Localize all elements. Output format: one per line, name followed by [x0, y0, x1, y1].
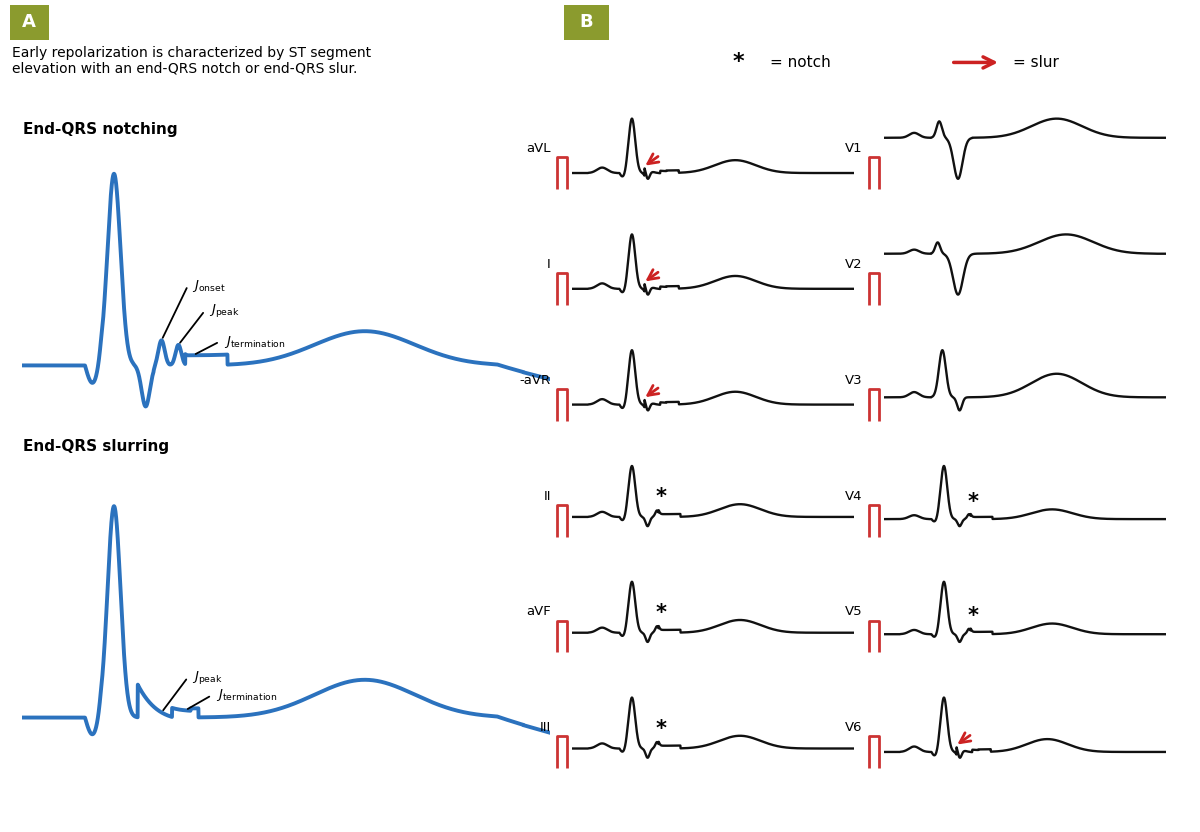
Text: -aVR: -aVR: [520, 374, 551, 387]
Text: End-QRS notching: End-QRS notching: [23, 121, 178, 136]
Text: V6: V6: [845, 721, 863, 734]
Text: *: *: [733, 52, 744, 72]
Text: = notch: = notch: [770, 55, 830, 70]
Text: B: B: [580, 13, 593, 32]
Text: $J_{\rm onset}$: $J_{\rm onset}$: [192, 278, 226, 294]
Text: $J_{\rm peak}$: $J_{\rm peak}$: [209, 302, 240, 319]
Text: I: I: [547, 258, 551, 271]
Text: aVF: aVF: [526, 606, 551, 618]
Text: *: *: [655, 719, 667, 739]
Text: $J_{\rm termination}$: $J_{\rm termination}$: [216, 687, 277, 703]
Text: Schematic figure of early repolarization: Schematic figure of early repolarization: [58, 13, 385, 32]
Text: *: *: [655, 603, 667, 623]
Text: A: A: [23, 13, 36, 32]
Text: End-QRS slurring: End-QRS slurring: [23, 439, 169, 454]
Text: V1: V1: [845, 142, 863, 156]
Text: V3: V3: [845, 374, 863, 387]
Text: II: II: [544, 489, 551, 503]
Text: V4: V4: [845, 489, 863, 503]
Text: Early repolarization is characterized by ST segment
elevation with an end-QRS no: Early repolarization is characterized by…: [12, 46, 371, 76]
Bar: [10, 5, 49, 40]
Text: Early repolarization found in an adult male: Early repolarization found in an adult m…: [618, 13, 973, 32]
Text: = slur: = slur: [1013, 55, 1060, 70]
Text: V2: V2: [845, 258, 863, 271]
Text: $J_{\rm peak}$: $J_{\rm peak}$: [192, 669, 223, 686]
Text: $J_{\rm termination}$: $J_{\rm termination}$: [224, 334, 286, 349]
Text: V5: V5: [845, 606, 863, 618]
Text: III: III: [540, 721, 551, 734]
Text: *: *: [967, 492, 979, 512]
Text: aVL: aVL: [527, 142, 551, 156]
Text: *: *: [967, 607, 979, 626]
Text: *: *: [655, 488, 667, 508]
Bar: [564, 5, 610, 40]
